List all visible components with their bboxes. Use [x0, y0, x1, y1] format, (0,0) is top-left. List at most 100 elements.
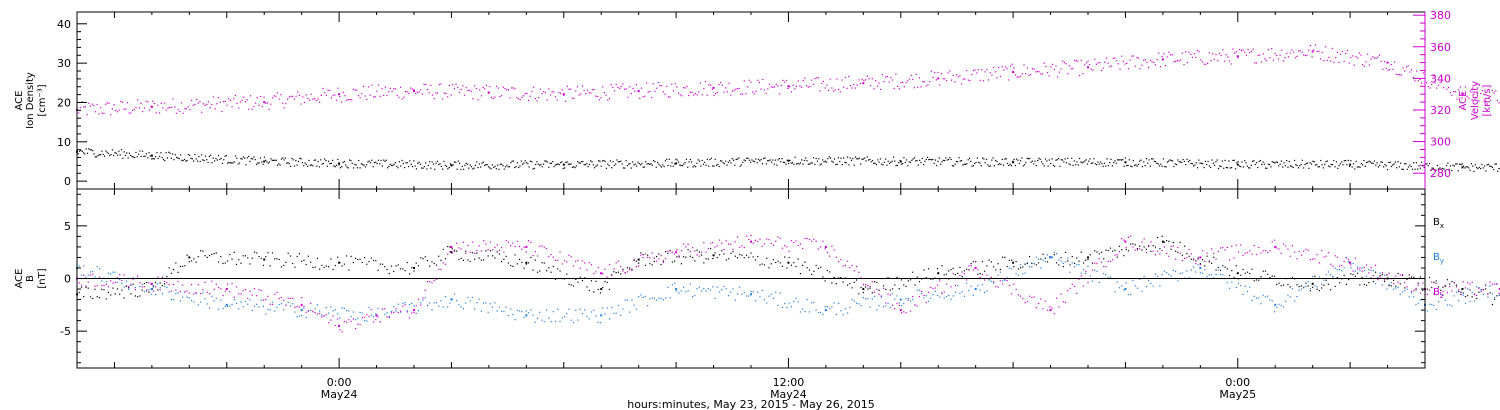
density-sample [162, 158, 165, 161]
velocity-sample [303, 101, 306, 103]
velocity-sample [832, 90, 835, 92]
bx-sample [838, 277, 840, 279]
velocity-sample [342, 91, 344, 93]
velocity-sample [671, 83, 673, 85]
density-sample [1286, 160, 1288, 162]
by-sample [554, 320, 557, 323]
velocity-sample [519, 99, 521, 101]
velocity-sample [253, 105, 255, 108]
velocity-sample [543, 90, 545, 93]
velocity-sample [352, 88, 354, 90]
by-sample [970, 285, 972, 287]
density-sample [556, 163, 558, 166]
density-sample [732, 159, 735, 161]
by-sample [539, 311, 541, 313]
bx-sample [188, 261, 190, 263]
by-sample [907, 297, 909, 299]
by-sample [581, 312, 584, 315]
density-sample [199, 160, 201, 163]
density-sample [1174, 163, 1176, 165]
by-sample [552, 311, 554, 313]
bx-series [76, 235, 1500, 306]
density-sample [805, 157, 807, 159]
velocity-sample [1306, 54, 1308, 56]
density-sample [1022, 165, 1024, 167]
bx-sample [629, 267, 631, 269]
velocity-sample [848, 75, 850, 78]
bx-sample [1350, 273, 1352, 275]
by-sample [981, 284, 984, 286]
bx-sample [912, 271, 914, 273]
density-sample [97, 154, 99, 157]
velocity-sample [1410, 69, 1413, 71]
bx-sample [1145, 248, 1148, 250]
by-sample [593, 309, 595, 311]
by-sample [984, 291, 986, 293]
velocity-sample [1485, 101, 1487, 103]
bx-point-6 [450, 251, 453, 254]
bx-sample [858, 293, 860, 295]
velocity-sample [827, 89, 830, 91]
bx-sample [842, 281, 844, 283]
velocity-sample [244, 101, 247, 103]
velocity-sample [1373, 57, 1376, 59]
by-sample [770, 293, 772, 295]
bx-sample [898, 288, 900, 290]
by-sample [885, 305, 887, 307]
velocity-sample [632, 88, 634, 90]
by-sample [797, 301, 799, 303]
velocity-sample [854, 87, 857, 89]
density-sample [1051, 158, 1053, 160]
density-sample [596, 164, 598, 166]
velocity-sample [99, 107, 102, 109]
density-sample [714, 158, 716, 160]
velocity-sample [1099, 61, 1101, 64]
velocity-sample [187, 105, 189, 108]
density-sample [1212, 162, 1214, 164]
bx-sample [1435, 280, 1437, 282]
velocity-sample [116, 111, 119, 113]
bx-sample [339, 261, 341, 264]
bx-sample [173, 268, 175, 271]
velocity-sample [753, 93, 755, 95]
density-sample [139, 150, 141, 152]
bx-sample [107, 291, 110, 294]
density-sample [508, 166, 511, 168]
density-sample [812, 157, 815, 159]
velocity-sample [106, 102, 108, 104]
by-sample [927, 300, 930, 302]
density-sample [1033, 163, 1035, 165]
density-sample [1343, 160, 1345, 162]
by-sample [930, 297, 932, 299]
density-sample [843, 157, 845, 159]
by-sample [413, 305, 415, 307]
velocity-sample [1355, 55, 1357, 58]
density-sample [1086, 163, 1089, 165]
bx-sample [96, 296, 98, 298]
bx-sample [550, 271, 552, 273]
density-sample [1094, 163, 1096, 165]
velocity-sample [211, 103, 213, 106]
density-sample [670, 165, 672, 167]
density-sample [282, 157, 284, 159]
by-sample [923, 297, 925, 299]
bx-sample [1330, 289, 1332, 291]
bx-sample [1406, 278, 1408, 280]
density-sample [1346, 164, 1348, 166]
density-sample [992, 157, 994, 159]
density-sample [1123, 165, 1125, 167]
bx-sample [588, 289, 590, 292]
velocity-point-3 [338, 93, 341, 96]
density-sample [1145, 158, 1148, 160]
bx-sample [139, 295, 141, 297]
density-sample [1027, 158, 1030, 160]
by-point-15 [1199, 266, 1202, 269]
velocity-sample [1060, 68, 1062, 70]
density-sample [474, 164, 477, 166]
velocity-sample [379, 95, 381, 97]
velocity-sample [167, 107, 169, 109]
velocity-sample [1324, 46, 1327, 48]
velocity-sample [391, 90, 393, 93]
velocity-sample [627, 96, 629, 98]
bx-sample [781, 265, 784, 267]
